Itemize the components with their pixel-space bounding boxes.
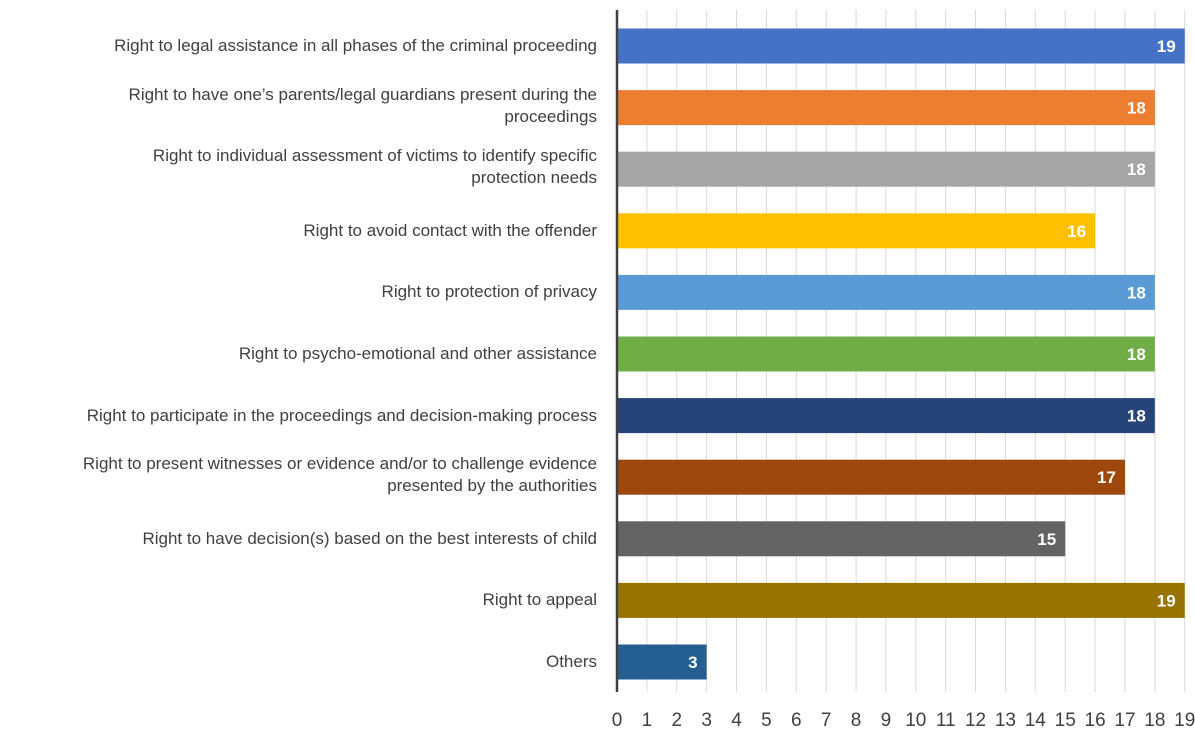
category-label-7-line-0: Right to present witnesses or evidence a… (82, 454, 597, 474)
x-tick-label-12: 12 (965, 710, 986, 731)
category-label-5: Right to psycho-emotional and other assi… (0, 343, 597, 365)
bar-4 (617, 274, 1155, 310)
category-label-8-line-0: Right to have decision(s) based on the b… (142, 528, 597, 548)
bar-8 (617, 521, 1066, 557)
bar-9 (617, 582, 1185, 618)
category-label-6: Right to participate in the proceedings … (0, 405, 597, 427)
data-label-8: 15 (1037, 530, 1056, 549)
category-label-10: Others (0, 651, 597, 673)
category-label-7: Right to present witnesses or evidence a… (0, 453, 597, 497)
category-label-2: Right to individual assessment of victim… (0, 145, 597, 189)
bar-5 (617, 336, 1155, 372)
category-label-4-line-0: Right to protection of privacy (381, 282, 597, 302)
x-tick-label-1: 1 (642, 710, 653, 731)
category-label-1-line-1: proceedings (504, 106, 597, 126)
bar-2 (617, 151, 1155, 187)
category-label-0: Right to legal assistance in all phases … (0, 35, 597, 57)
x-tick-label-15: 15 (1055, 710, 1076, 731)
data-label-6: 18 (1127, 407, 1146, 426)
x-tick-label-9: 9 (881, 710, 892, 731)
bar-10 (617, 644, 707, 680)
x-tick-label-14: 14 (1025, 710, 1047, 731)
data-label-7: 17 (1097, 468, 1116, 487)
data-label-4: 18 (1127, 283, 1146, 302)
bar-0 (617, 28, 1185, 64)
x-tick-label-11: 11 (936, 710, 956, 731)
category-label-4: Right to protection of privacy (0, 281, 597, 303)
x-tick-label-2: 2 (671, 710, 682, 731)
bar-1 (617, 90, 1155, 126)
x-tick-label-4: 4 (731, 710, 742, 731)
x-tick-label-0: 0 (612, 710, 623, 731)
data-label-1: 18 (1127, 99, 1146, 118)
data-label-2: 18 (1127, 160, 1146, 179)
bar-6 (617, 398, 1155, 434)
category-label-3-line-0: Right to avoid contact with the offender (303, 220, 597, 240)
category-label-0-line-0: Right to legal assistance in all phases … (114, 36, 597, 55)
x-tick-label-7: 7 (821, 710, 832, 731)
category-label-1-line-0: Right to have one’s parents/legal guardi… (128, 84, 597, 104)
category-label-6-line-0: Right to participate in the proceedings … (86, 405, 597, 425)
data-label-5: 18 (1127, 345, 1146, 364)
x-tick-label-3: 3 (701, 710, 712, 731)
data-label-3: 16 (1067, 222, 1086, 241)
x-tick-label-6: 6 (791, 710, 802, 731)
data-label-0: 19 (1157, 37, 1176, 56)
x-tick-label-16: 16 (1085, 710, 1106, 731)
x-tick-label-8: 8 (851, 710, 862, 731)
x-tick-label-17: 17 (1114, 710, 1135, 731)
x-tick-label-18: 18 (1144, 710, 1165, 731)
bar-7 (617, 459, 1125, 495)
x-tick-label-13: 13 (995, 710, 1016, 731)
data-label-9: 19 (1157, 591, 1176, 610)
x-tick-label-5: 5 (761, 710, 772, 731)
category-label-3: Right to avoid contact with the offender (0, 220, 597, 242)
category-label-10-line-0: Others (545, 652, 597, 671)
x-tick-label-19: 19 (1174, 710, 1195, 731)
category-label-9: Right to appeal (0, 589, 597, 611)
category-label-2-line-0: Right to individual assessment of victim… (152, 146, 597, 166)
category-label-5-line-0: Right to psycho-emotional and other assi… (238, 344, 597, 363)
x-tick-label-10: 10 (905, 710, 926, 731)
bar-3 (617, 213, 1096, 249)
category-label-8: Right to have decision(s) based on the b… (0, 528, 597, 550)
category-label-7-line-1: presented by the authorities (387, 476, 597, 496)
category-label-2-line-1: protection needs (471, 168, 597, 188)
category-label-9-line-0: Right to appeal (482, 590, 597, 610)
category-label-1: Right to have one’s parents/legal guardi… (0, 84, 597, 128)
data-label-10: 3 (688, 653, 697, 672)
